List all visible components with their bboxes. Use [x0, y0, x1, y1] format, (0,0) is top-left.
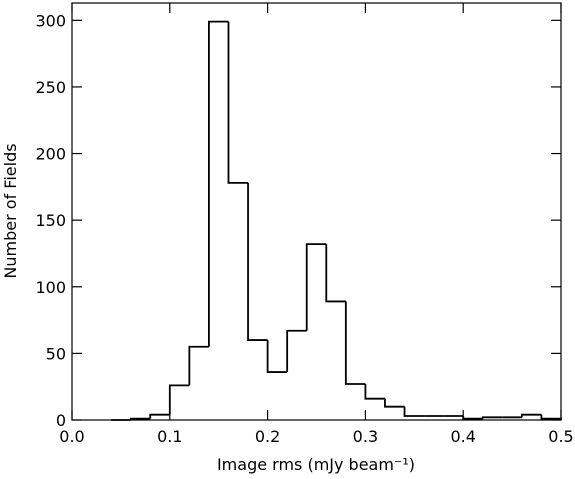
y-tick-label: 200 — [35, 145, 66, 164]
x-tick-label: 0.2 — [255, 427, 280, 446]
histogram-bin — [129, 417, 151, 420]
plot-frame — [71, 2, 562, 421]
histogram-bin — [247, 182, 268, 341]
y-tick-label: 150 — [35, 211, 66, 230]
x-tick-label: 0.1 — [157, 427, 182, 446]
y-tick-label: 50 — [46, 344, 66, 363]
y-tick-label: 250 — [35, 78, 66, 97]
histogram-bin — [286, 329, 307, 373]
y-tick-label: 100 — [35, 278, 66, 297]
histogram-bin — [384, 398, 405, 408]
histogram-bin — [481, 416, 503, 419]
x-tick-label: 0.3 — [353, 427, 378, 446]
x-axis-label: Image rms (mJy beam⁻¹) — [217, 455, 415, 474]
y-tick-label: 300 — [35, 11, 66, 30]
x-tick-label: 0.4 — [450, 427, 475, 446]
histogram-bin — [149, 413, 170, 419]
y-axis-label: Number of Fields — [1, 143, 20, 278]
histogram-bin — [168, 384, 190, 415]
histogram-bin — [208, 20, 229, 347]
histogram-bin — [188, 345, 209, 386]
histogram-bin — [266, 340, 288, 373]
y-tick-label: 0 — [56, 411, 66, 430]
histogram-bin — [403, 406, 425, 417]
histogram-bin — [520, 413, 542, 418]
x-tick-label: 0.5 — [548, 427, 573, 446]
histogram-bin — [462, 416, 483, 420]
histogram-bin — [540, 414, 562, 420]
histogram-bin — [364, 384, 385, 400]
x-tick-label: 0.0 — [59, 427, 84, 446]
histogram-bin — [325, 244, 346, 303]
histogram-bin — [344, 301, 366, 385]
histogram-bin — [305, 243, 327, 331]
histogram-bin — [227, 21, 249, 184]
